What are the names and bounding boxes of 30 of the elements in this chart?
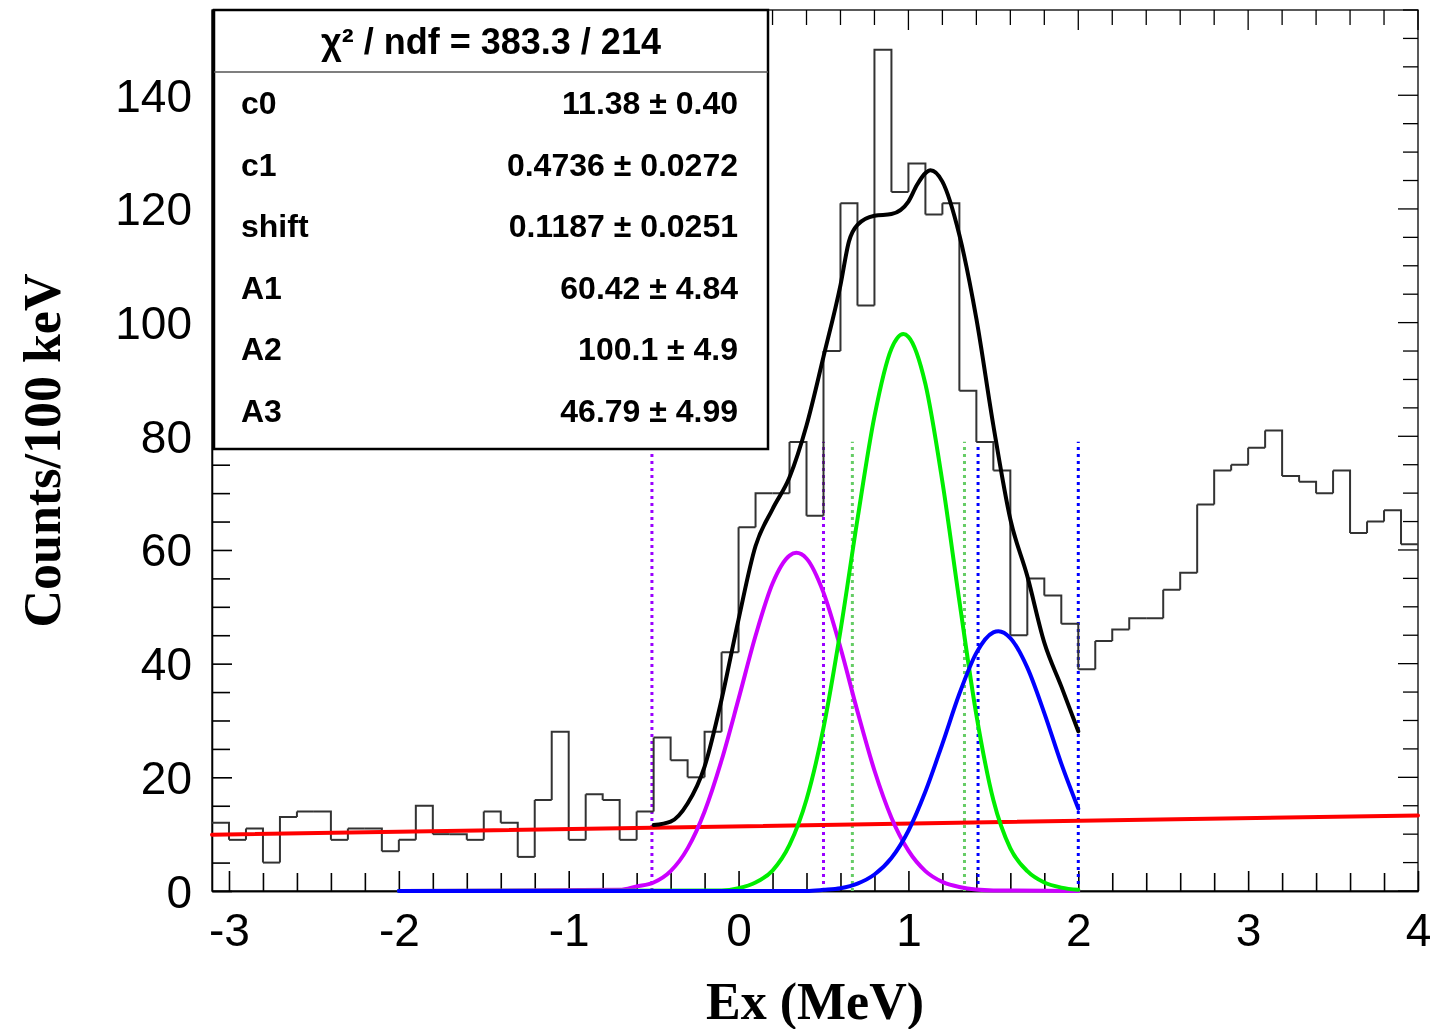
x-tick-label: 0: [726, 903, 752, 956]
annotation: shift: [241, 208, 309, 244]
y-tick-label: 120: [115, 183, 192, 236]
y-tick-label: 140: [115, 69, 192, 122]
y-tick-label: 0: [166, 865, 192, 918]
x-tick-label: -2: [378, 903, 420, 956]
annotation: c1: [241, 146, 277, 183]
x-tick-label: 2: [1065, 903, 1092, 956]
x-tick-label: 3: [1235, 903, 1262, 956]
x-tick-label: 1: [896, 903, 922, 956]
x-tick-label: 4: [1405, 903, 1432, 956]
annotation: 46.79 ± 4.99: [560, 392, 738, 429]
y-axis-title: Counts/100 keV: [14, 273, 71, 628]
annotation: A3: [241, 392, 282, 429]
annotation: A1: [241, 269, 282, 306]
annotation: 0.1187 ± 0.0251: [508, 208, 738, 244]
annotation: χ² / ndf = 383.3 / 214: [321, 21, 661, 62]
y-tick-label: 40: [140, 638, 192, 691]
x-tick-label: -3: [209, 903, 250, 956]
annotation: 0.4736 ± 0.0272: [506, 146, 738, 183]
annotation: 11.38 ± 0.40: [562, 85, 738, 121]
y-tick-label: 60: [140, 524, 192, 577]
annotation: 100.1 ± 4.9: [578, 331, 738, 367]
annotation: A2: [241, 331, 282, 367]
y-tick-label: 100: [115, 297, 192, 350]
annotation: c0: [241, 85, 277, 121]
annotation: 60.42 ± 4.84: [560, 269, 739, 306]
x-tick-label: -1: [548, 903, 590, 956]
y-tick-label: 20: [140, 751, 192, 804]
y-tick-label: 80: [140, 410, 192, 463]
